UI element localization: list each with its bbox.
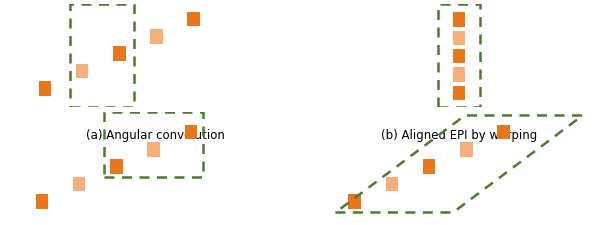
Bar — [453, 32, 465, 46]
Bar — [423, 160, 435, 174]
Bar — [104, 112, 203, 177]
Text: (a) Angular convolution: (a) Angular convolution — [85, 129, 225, 142]
Bar — [187, 13, 200, 27]
Bar — [438, 4, 480, 108]
Bar — [36, 194, 48, 209]
Bar — [497, 125, 510, 140]
Bar — [76, 65, 88, 79]
Bar — [460, 142, 473, 157]
Bar — [110, 160, 123, 174]
Bar — [349, 194, 361, 209]
Bar — [113, 47, 125, 62]
Text: (b) Aligned EPI by warping: (b) Aligned EPI by warping — [381, 129, 537, 142]
Bar — [453, 13, 465, 28]
Bar — [147, 142, 160, 157]
Bar — [185, 125, 197, 140]
Bar — [39, 82, 51, 96]
Bar — [73, 177, 85, 191]
Bar — [386, 177, 398, 191]
Bar — [453, 68, 465, 83]
Bar — [150, 30, 163, 45]
Bar — [453, 50, 465, 64]
Bar — [70, 4, 134, 108]
Bar — [453, 86, 465, 101]
